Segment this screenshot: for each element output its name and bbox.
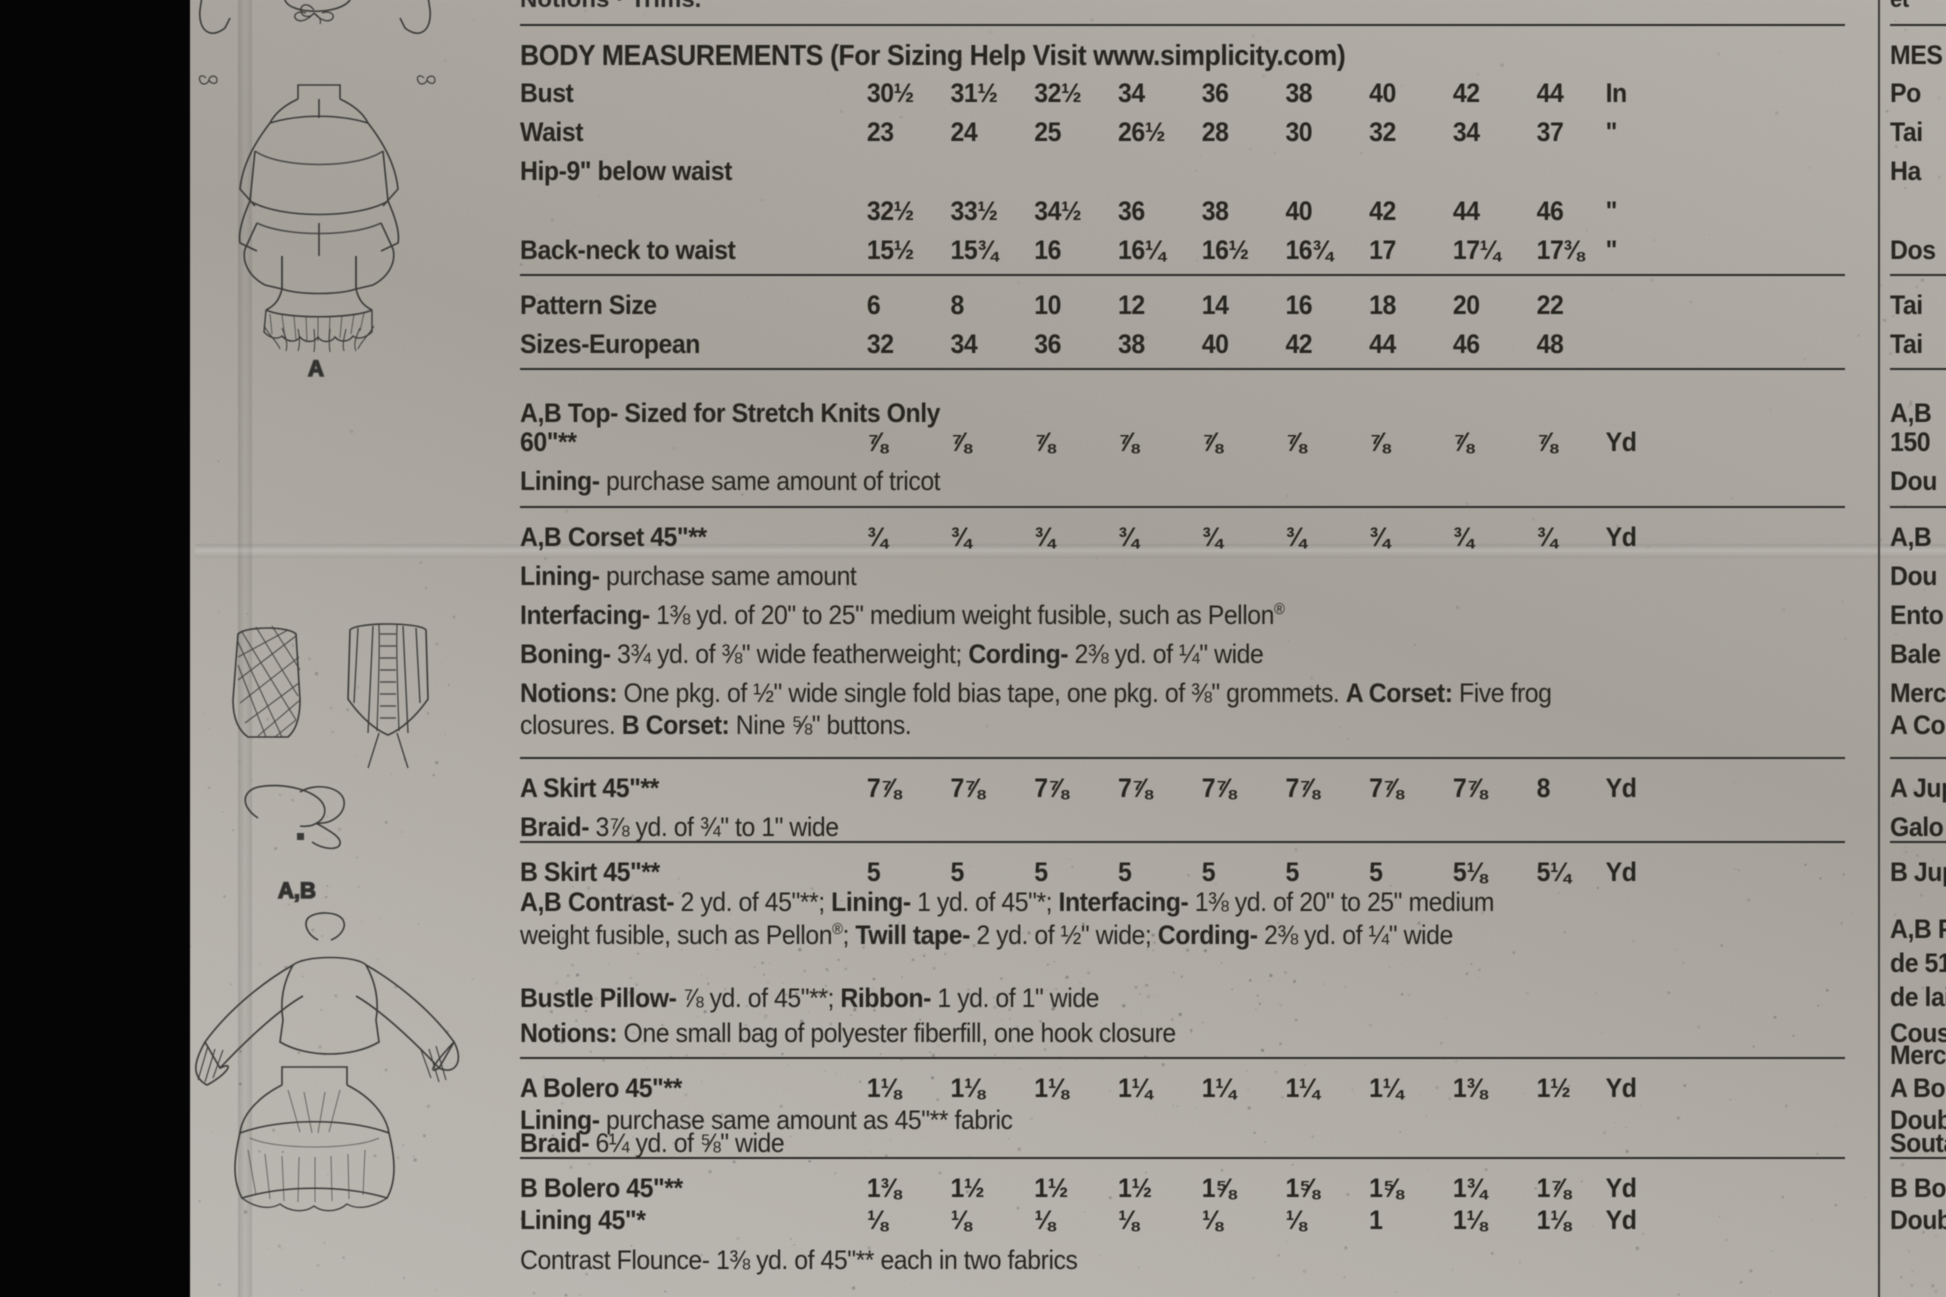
svg-text:A: A <box>308 356 324 381</box>
svg-text:A,B: A,B <box>278 878 316 903</box>
